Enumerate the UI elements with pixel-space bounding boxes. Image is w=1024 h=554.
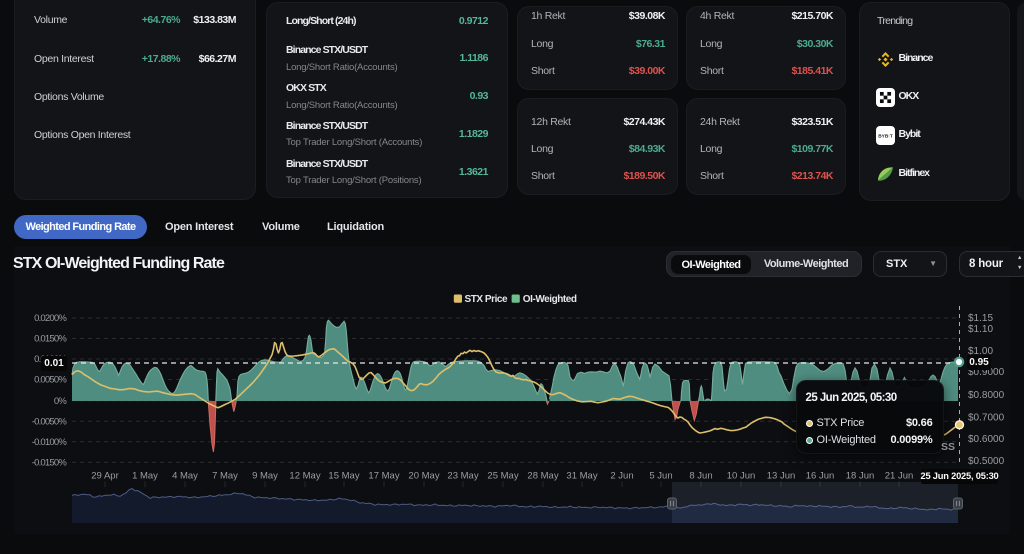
svg-text:$0.6000: $0.6000 — [968, 434, 1005, 445]
svg-text:17 May: 17 May — [368, 471, 399, 482]
svg-text:18 Jun: 18 Jun — [846, 471, 875, 482]
svg-text:0.0050%: 0.0050% — [34, 375, 67, 386]
svg-text:31 May: 31 May — [566, 471, 597, 482]
svg-text:28 May: 28 May — [527, 471, 558, 482]
svg-text:25 May: 25 May — [487, 471, 518, 482]
svg-text:0.0150%: 0.0150% — [34, 334, 67, 345]
svg-text:13 Jun: 13 Jun — [767, 471, 796, 482]
svg-text:1 May: 1 May — [132, 471, 158, 482]
svg-text:$0.5000: $0.5000 — [968, 456, 1005, 467]
svg-text:7 May: 7 May — [212, 471, 238, 482]
svg-text:-0.0050%: -0.0050% — [32, 417, 68, 428]
svg-text:2 Jun: 2 Jun — [610, 471, 633, 482]
svg-text:$1.15: $1.15 — [968, 313, 993, 324]
svg-text:20 May: 20 May — [408, 471, 439, 482]
svg-text:21 Jun: 21 Jun — [885, 471, 914, 482]
svg-text:10 Jun: 10 Jun — [727, 471, 756, 482]
svg-text:$0.9000: $0.9000 — [968, 367, 1005, 378]
svg-text:29 Apr: 29 Apr — [91, 471, 118, 482]
svg-text:16 Jun: 16 Jun — [806, 471, 835, 482]
svg-text:12 May: 12 May — [289, 471, 320, 482]
svg-text:$1.10: $1.10 — [968, 324, 993, 335]
svg-text:23 May: 23 May — [447, 471, 478, 482]
svg-text:$0.7000: $0.7000 — [968, 413, 1005, 424]
svg-text:4 May: 4 May — [172, 471, 198, 482]
svg-text:STX Price: STX Price — [465, 294, 509, 305]
svg-text:BYB!T: BYB!T — [878, 134, 893, 140]
svg-text:-0.0100%: -0.0100% — [32, 437, 68, 448]
svg-text:9 May: 9 May — [252, 471, 278, 482]
svg-text:$1.00: $1.00 — [968, 346, 993, 357]
svg-text:5 Jun: 5 Jun — [649, 471, 672, 482]
svg-text:8 Jun: 8 Jun — [689, 471, 712, 482]
svg-text:0.0200%: 0.0200% — [34, 313, 67, 324]
svg-text:15 May: 15 May — [328, 471, 359, 482]
svg-text:$0.8000: $0.8000 — [968, 390, 1005, 401]
svg-text:-0.0150%: -0.0150% — [32, 458, 68, 469]
svg-text:OI-Weighted: OI-Weighted — [523, 294, 577, 305]
svg-text:0%: 0% — [54, 396, 67, 407]
